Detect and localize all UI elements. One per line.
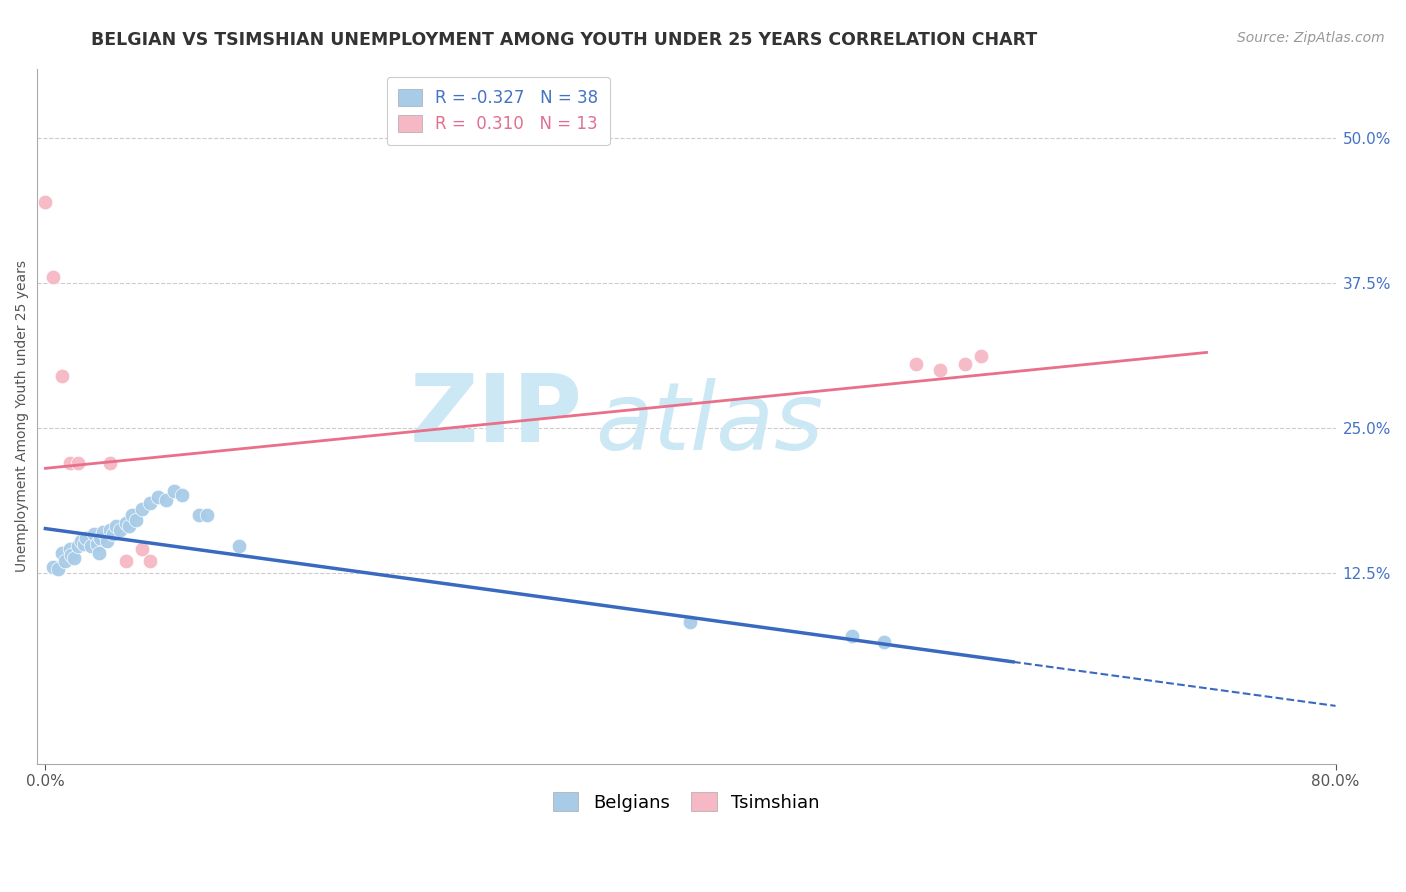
Point (131, 501, 153, 516)
Point (139, 496, 162, 510)
Point (98, 523, 121, 537)
Point (155, 492, 177, 507)
Point (34, 194, 56, 209)
Point (42, 559, 65, 574)
Point (42, 270, 65, 285)
Point (228, 539, 250, 553)
Point (66, 456, 89, 470)
Point (58, 456, 80, 470)
Point (172, 488, 194, 502)
Point (970, 349, 993, 363)
Point (139, 554, 162, 568)
Point (148, 491, 170, 505)
Point (187, 508, 209, 522)
Point (118, 519, 141, 533)
Point (83, 527, 105, 541)
Point (953, 357, 976, 371)
Point (89, 531, 111, 545)
Point (58, 542, 80, 557)
Point (195, 508, 218, 522)
Point (53, 554, 76, 568)
Point (93, 524, 115, 539)
Point (131, 542, 153, 557)
Point (66, 539, 89, 553)
Point (79, 539, 101, 553)
Point (73, 536, 96, 550)
Point (101, 527, 124, 541)
Point (121, 508, 143, 522)
Text: ZIP: ZIP (409, 370, 582, 462)
Point (51, 368, 73, 383)
Point (841, 629, 863, 643)
Point (86, 536, 108, 550)
Point (98, 456, 121, 470)
Point (51, 546, 73, 560)
Text: Source: ZipAtlas.com: Source: ZipAtlas.com (1237, 31, 1385, 45)
Point (96, 534, 118, 549)
Point (873, 635, 896, 649)
Point (70, 534, 93, 549)
Legend: Belgians, Tsimshian: Belgians, Tsimshian (540, 780, 832, 824)
Point (905, 357, 928, 371)
Point (108, 523, 131, 537)
Point (87, 546, 110, 560)
Point (115, 516, 138, 530)
Y-axis label: Unemployment Among Youth under 25 years: Unemployment Among Youth under 25 years (15, 260, 30, 572)
Point (679, 615, 702, 630)
Point (46, 562, 69, 576)
Point (929, 363, 952, 377)
Point (115, 554, 138, 568)
Text: BELGIAN VS TSIMSHIAN UNEMPLOYMENT AMONG YOUTH UNDER 25 YEARS CORRELATION CHART: BELGIAN VS TSIMSHIAN UNEMPLOYMENT AMONG … (91, 31, 1038, 49)
Point (105, 519, 128, 533)
Point (75, 531, 97, 545)
Point (60, 548, 83, 562)
Text: atlas: atlas (596, 377, 824, 468)
Point (163, 484, 186, 499)
Point (63, 550, 86, 565)
Point (125, 513, 148, 527)
